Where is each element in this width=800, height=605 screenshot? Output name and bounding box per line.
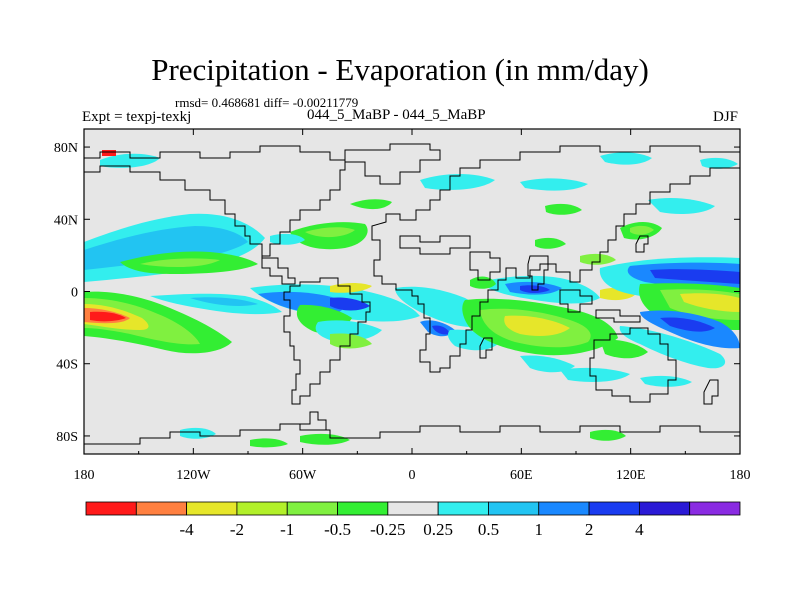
colorbar-swatch	[85, 501, 137, 516]
colorbar-label: 0.5	[478, 520, 499, 539]
fill-so-green3	[300, 433, 350, 445]
coast-arabia	[469, 251, 501, 281]
fill-arctic-cyan2	[420, 174, 495, 190]
lon-label: 120E	[616, 468, 646, 483]
colorbar-swatch	[638, 501, 691, 516]
colorbar-label: -2	[230, 520, 244, 539]
coast-eurasia-africa	[371, 145, 740, 373]
fill-npac-mid	[84, 226, 248, 270]
lon-label: 60E	[510, 468, 533, 483]
fill-af-dark	[432, 325, 450, 335]
colorbar-swatch	[135, 501, 188, 516]
fill-so-cyan1	[560, 367, 630, 382]
contour-fills	[84, 150, 740, 448]
fill-so-green1	[590, 429, 626, 441]
colorbar-swatch	[387, 501, 439, 516]
colorbar-label: -0.25	[370, 520, 405, 539]
coast-antarctic-peninsula	[300, 411, 327, 430]
fill-arctic-cyan4	[700, 157, 738, 169]
fill-aus-green	[600, 339, 648, 359]
fill-atl-ne-y	[305, 227, 355, 238]
colorbar-label: -0.5	[324, 520, 351, 539]
plot-title: Precipitation - Evaporation (in mm/day)	[151, 52, 649, 87]
latitude-axis: 80N 40N 0 40S 80S	[54, 141, 740, 445]
lon-label: 0	[409, 468, 416, 483]
lat-label: 40S	[56, 358, 78, 373]
fill-io-yel	[504, 315, 570, 336]
colorbar-swatch	[286, 501, 338, 516]
lon-label: 60W	[289, 468, 317, 483]
fill-spcz-dark	[660, 317, 715, 332]
coast-new-zealand	[703, 379, 719, 405]
coast-se-asia	[559, 289, 593, 313]
coast-antarctica	[84, 423, 740, 445]
fill-am-dark	[330, 297, 370, 311]
colorbar-swatch	[186, 501, 238, 516]
colorbar-label: 4	[635, 520, 644, 539]
colorbar: -4 -2 -1 -0.5 -0.25 0.25 0.5 1 2 4	[85, 501, 741, 539]
lat-label: 80S	[56, 430, 78, 445]
colorbar-swatch	[236, 501, 288, 516]
coast-greenland	[344, 143, 441, 185]
fill-so-cyan2	[640, 375, 692, 387]
fill-af-band	[395, 286, 485, 328]
fill-arctic-cyan5	[520, 178, 588, 191]
coast-india	[527, 255, 549, 291]
lat-label: 0	[71, 286, 78, 301]
colorbar-label: 2	[585, 520, 594, 539]
fill-atl-n	[350, 199, 392, 210]
fill-wpac-yel	[680, 293, 740, 312]
fill-arctic-cyan6	[270, 233, 305, 245]
experiment-label: Expt = texpj-texkj	[82, 109, 192, 125]
longitude-axis: 180 120W 60W 0 60E 120E 180	[74, 129, 751, 483]
fill-arctic-cyan1	[100, 153, 160, 168]
fill-itcz-pac-mid	[190, 297, 258, 306]
colorbar-swatch	[538, 501, 590, 516]
fill-wpac-dark	[650, 269, 740, 284]
coast-japan	[635, 235, 649, 253]
fill-npw-green2	[630, 225, 654, 235]
stats-text: rmsd= 0.468681 diff= -0.00211779	[175, 95, 359, 110]
colorbar-label: 0.25	[423, 520, 453, 539]
fill-spcz-cyan	[619, 326, 726, 369]
coast-indonesia	[595, 309, 641, 323]
lat-label: 40N	[54, 213, 78, 228]
plot-subtitle: 044_5_MaBP - 044_5_MaBP	[307, 107, 486, 123]
coast-south-america	[283, 277, 371, 405]
coastlines	[84, 143, 740, 445]
fill-asia-green	[535, 237, 566, 249]
lon-label: 120W	[176, 468, 211, 483]
colorbar-swatch	[588, 501, 640, 516]
coast-mediterranean	[399, 235, 471, 255]
fill-am-yel	[330, 283, 372, 293]
fill-arctic-green1	[545, 203, 582, 215]
coast-madagascar	[479, 337, 493, 359]
fill-arctic-cyan3	[600, 152, 652, 165]
season-label: DJF	[712, 109, 738, 125]
colorbar-swatch	[337, 501, 389, 516]
fill-npw-cyan	[648, 198, 715, 214]
colorbar-swatch	[689, 501, 741, 516]
colorbar-label: 1	[535, 520, 544, 539]
fill-asia-green2	[580, 253, 616, 265]
colorbar-label: -1	[280, 520, 294, 539]
fill-am-sub-green	[330, 333, 372, 349]
colorbar-label: -4	[180, 520, 195, 539]
fill-npac-neg2	[140, 258, 220, 268]
colorbar-swatch	[437, 501, 489, 516]
fill-trop-pac-red	[90, 311, 126, 322]
lon-label: 180	[74, 468, 95, 483]
lat-label: 80N	[54, 141, 78, 156]
colorbar-swatch	[488, 501, 540, 516]
coast-australia	[589, 327, 677, 403]
lon-label: 180	[730, 468, 751, 483]
coast-north-america	[84, 145, 346, 285]
fill-io-dark-n	[520, 285, 550, 293]
fill-arctic-red	[102, 150, 116, 156]
fill-so-green2	[250, 438, 288, 448]
fill-io-south-cyan	[520, 355, 575, 373]
